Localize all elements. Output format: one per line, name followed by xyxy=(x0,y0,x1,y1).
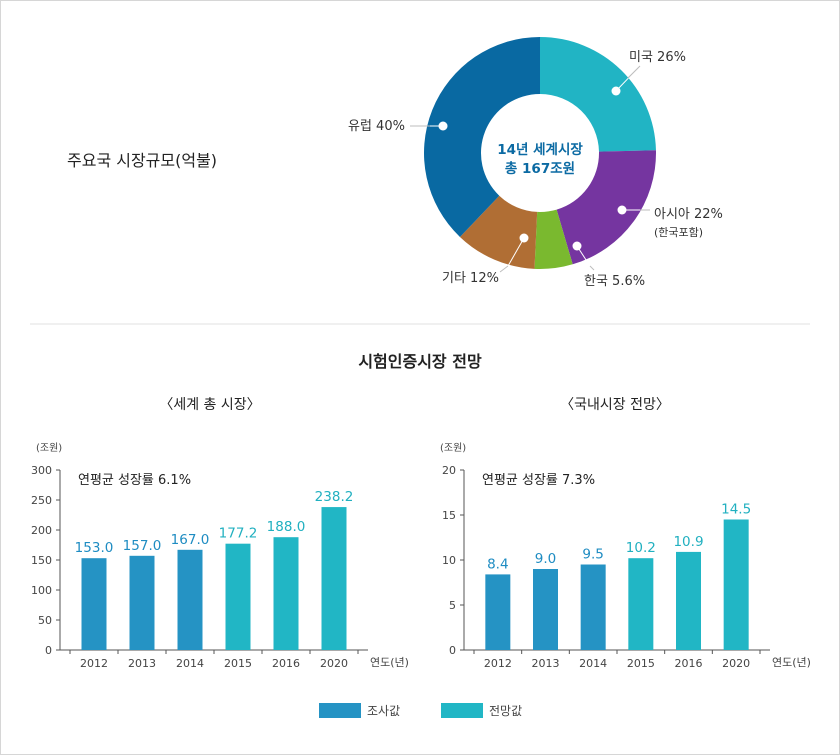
bar-2014 xyxy=(177,549,203,650)
bar-2014 xyxy=(580,564,606,650)
x-tick-label: 2016 xyxy=(675,657,703,670)
donut-center-line2: 총 167조원 xyxy=(505,161,575,177)
x-tick-label: 2016 xyxy=(272,657,300,670)
pie-label-asia: 아시아 22% xyxy=(654,207,723,222)
bar-value-label: 9.5 xyxy=(582,547,603,563)
y-tick-label: 0 xyxy=(449,644,456,657)
pie-label-korea: 한국 5.6% xyxy=(584,274,645,289)
bar-2020 xyxy=(321,507,347,650)
pie-dot-us xyxy=(611,86,621,96)
x-tick-label: 2013 xyxy=(128,657,156,670)
donut-slice-europe xyxy=(424,37,540,237)
bar-chart-domestic: 〈국내시장 전망〉 (조원) 0 5 10 15 20 8.4 2012 9.0 2013 9.5 20… xyxy=(440,397,811,670)
y-tick-label: 15 xyxy=(442,509,456,522)
y-unit-label: (조원) xyxy=(440,442,466,454)
pie-label-other: 기타 12% xyxy=(442,271,499,286)
bar-value-label: 188.0 xyxy=(267,519,306,535)
bar-2015 xyxy=(628,558,654,650)
pie-labels: 미국 26% 아시아 22% (한국포함) 한국 5.6% 기타 12% 유럽 40% xyxy=(348,50,723,289)
pie-dot-asia xyxy=(617,205,627,215)
donut-slice-us xyxy=(540,37,656,152)
y-tick-label: 0 xyxy=(45,644,52,657)
pie-leader-korea xyxy=(589,265,595,271)
bar-chart-title: 〈국내시장 전망〉 xyxy=(560,397,670,413)
y-tick-label: 20 xyxy=(442,464,456,477)
bar-2012 xyxy=(485,574,511,650)
y-tick-label: 50 xyxy=(38,614,52,627)
legend: 조사값 전망값 xyxy=(319,703,522,718)
legend-forecast-label: 전망값 xyxy=(489,704,522,718)
bar-2016 xyxy=(273,537,299,650)
growth-annotation: 연평균 성장률 7.3% xyxy=(482,473,595,488)
bar-2015 xyxy=(225,543,251,650)
pie-label-europe: 유럽 40% xyxy=(348,119,405,134)
bar-value-label: 8.4 xyxy=(487,556,508,572)
pie-leader-other xyxy=(499,265,509,273)
donut-slice-asia xyxy=(556,150,656,265)
pie-label-us: 미국 26% xyxy=(629,50,686,65)
pie-sublabel-asia: (한국포함) xyxy=(654,226,703,239)
x-tick-label: 2012 xyxy=(80,657,108,670)
bar-value-label: 10.9 xyxy=(673,534,703,550)
legend-survey-swatch xyxy=(319,703,361,718)
bar-value-label: 14.5 xyxy=(721,502,751,518)
bar-2012 xyxy=(81,558,107,650)
x-tick-label: 2015 xyxy=(224,657,252,670)
x-tick-label: 2020 xyxy=(320,657,348,670)
bar-value-label: 153.0 xyxy=(75,540,114,556)
y-tick-label: 300 xyxy=(31,464,52,477)
bar-chart-title: 〈세계 총 시장〉 xyxy=(159,397,260,413)
pie-dot-korea xyxy=(572,241,582,251)
y-tick-label: 10 xyxy=(442,554,456,567)
donut-slice-other xyxy=(459,195,538,269)
bar-value-label: 238.2 xyxy=(315,489,354,505)
x-tick-label: 2020 xyxy=(722,657,750,670)
legend-forecast-swatch xyxy=(441,703,483,718)
y-tick-label: 100 xyxy=(31,584,52,597)
bar-2013 xyxy=(533,569,558,650)
donut-slice-korea xyxy=(534,209,573,270)
x-tick-label: 2014 xyxy=(176,657,204,670)
bar-chart-world: 〈세계 총 시장〉 (조원) 0 50 100 150 200 250 300 153.0 2012… xyxy=(31,397,409,670)
x-axis-label: 연도(년) xyxy=(370,656,409,669)
bar-value-label: 177.2 xyxy=(219,526,258,542)
x-tick-label: 2014 xyxy=(579,657,607,670)
y-tick-label: 250 xyxy=(31,494,52,507)
y-tick-label: 5 xyxy=(449,599,456,612)
growth-annotation: 연평균 성장률 6.1% xyxy=(78,473,191,488)
bar-value-label: 157.0 xyxy=(123,538,162,554)
section-title: 시험인증시장 전망 xyxy=(358,352,482,371)
y-unit-label: (조원) xyxy=(36,442,62,454)
pie-heading: 주요국 시장규모(억불) xyxy=(67,151,217,170)
bar-2013 xyxy=(129,555,155,650)
legend-survey-label: 조사값 xyxy=(367,704,400,718)
bar-2016 xyxy=(676,551,701,650)
donut-chart xyxy=(424,37,656,270)
bar-2020 xyxy=(723,519,749,650)
pie-leader-us xyxy=(627,65,641,79)
x-tick-label: 2013 xyxy=(532,657,560,670)
x-tick-label: 2015 xyxy=(627,657,655,670)
bar-value-label: 9.0 xyxy=(535,551,556,567)
pie-dot-other xyxy=(519,233,529,243)
pie-dot-europe xyxy=(438,121,448,131)
bar-value-label: 10.2 xyxy=(626,540,656,556)
donut-center-line1: 14년 세계시장 xyxy=(497,141,583,158)
x-tick-label: 2012 xyxy=(484,657,512,670)
pie-leader-other-inner xyxy=(507,237,525,267)
x-axis-label: 연도(년) xyxy=(772,656,811,669)
y-tick-label: 200 xyxy=(31,524,52,537)
bar-value-label: 167.0 xyxy=(171,532,210,548)
y-tick-label: 150 xyxy=(31,554,52,567)
